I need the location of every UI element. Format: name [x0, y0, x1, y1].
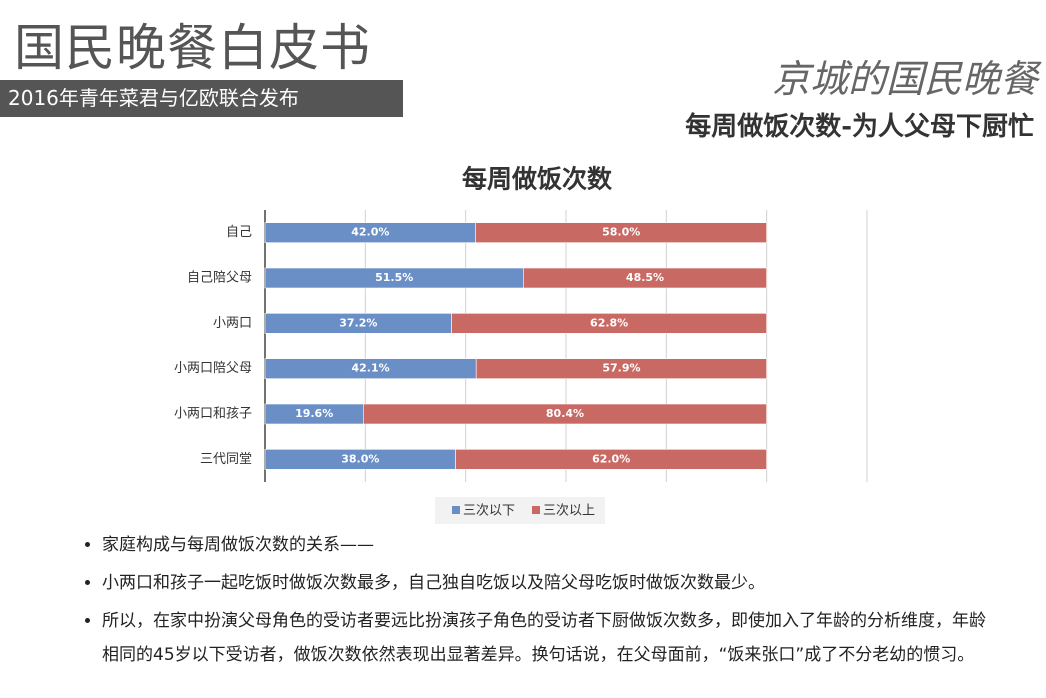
legend-swatch — [452, 506, 460, 514]
bullet-list: 家庭构成与每周做饭次数的关系—— 小两口和孩子一起吃饭时做饭次数最多，自己独自吃… — [80, 528, 992, 676]
bullet: 所以，在家中扮演父母角色的受访者要远比扮演孩子角色的受访者下厨做饭次数多，即使加… — [102, 604, 992, 672]
data-label: 42.1% — [352, 362, 390, 375]
legend-swatch — [532, 506, 540, 514]
legend-box — [435, 497, 605, 524]
bar — [523, 267, 767, 289]
bar — [475, 358, 767, 379]
category-label: 三代同堂 — [200, 452, 252, 467]
chart: 每周做饭次数 自己 42.0% 58.0% 自己陪父母 51.5% 48.5% 小两口 37.… — [174, 165, 868, 524]
bar — [363, 403, 767, 425]
bar — [455, 449, 767, 470]
data-label: 42.0% — [351, 226, 389, 239]
data-label: 51.5% — [375, 271, 413, 284]
chart-title: 每周做饭次数 — [462, 165, 613, 194]
data-label: 37.2% — [339, 316, 377, 329]
data-label: 57.9% — [602, 362, 640, 375]
data-label: 38.0% — [341, 452, 379, 465]
category-label: 自己 — [226, 225, 252, 240]
data-label: 62.8% — [590, 316, 628, 329]
doc-subtitle: 2016年青年菜君与亿欧联合发布 — [0, 80, 403, 117]
category-label: 小两口和孩子 — [174, 407, 252, 422]
bar — [451, 313, 767, 334]
category-label: 小两口 — [213, 316, 252, 331]
bar — [475, 222, 767, 243]
doc-title: 国民晚餐白皮书 — [14, 19, 371, 77]
data-label: 58.0% — [602, 226, 640, 239]
heading: 每周做饭次数-为人父母下厨忙 — [685, 112, 1034, 142]
category-label: 小两口陪父母 — [174, 361, 252, 376]
legend-label: 三次以下 — [463, 503, 515, 519]
bullet: 小两口和孩子一起吃饭时做饭次数最多，自己独自吃饭以及陪父母吃饭时做饭次数最少。 — [102, 566, 992, 600]
data-label: 19.6% — [295, 407, 333, 420]
bullet: 家庭构成与每周做饭次数的关系—— — [102, 528, 992, 562]
section-title: 京城的国民晚餐 — [771, 57, 1038, 101]
data-label: 48.5% — [626, 271, 664, 284]
data-label: 62.0% — [592, 452, 630, 465]
data-label: 80.4% — [546, 407, 584, 420]
legend-label: 三次以上 — [543, 503, 595, 519]
category-label: 自己陪父母 — [187, 271, 252, 286]
